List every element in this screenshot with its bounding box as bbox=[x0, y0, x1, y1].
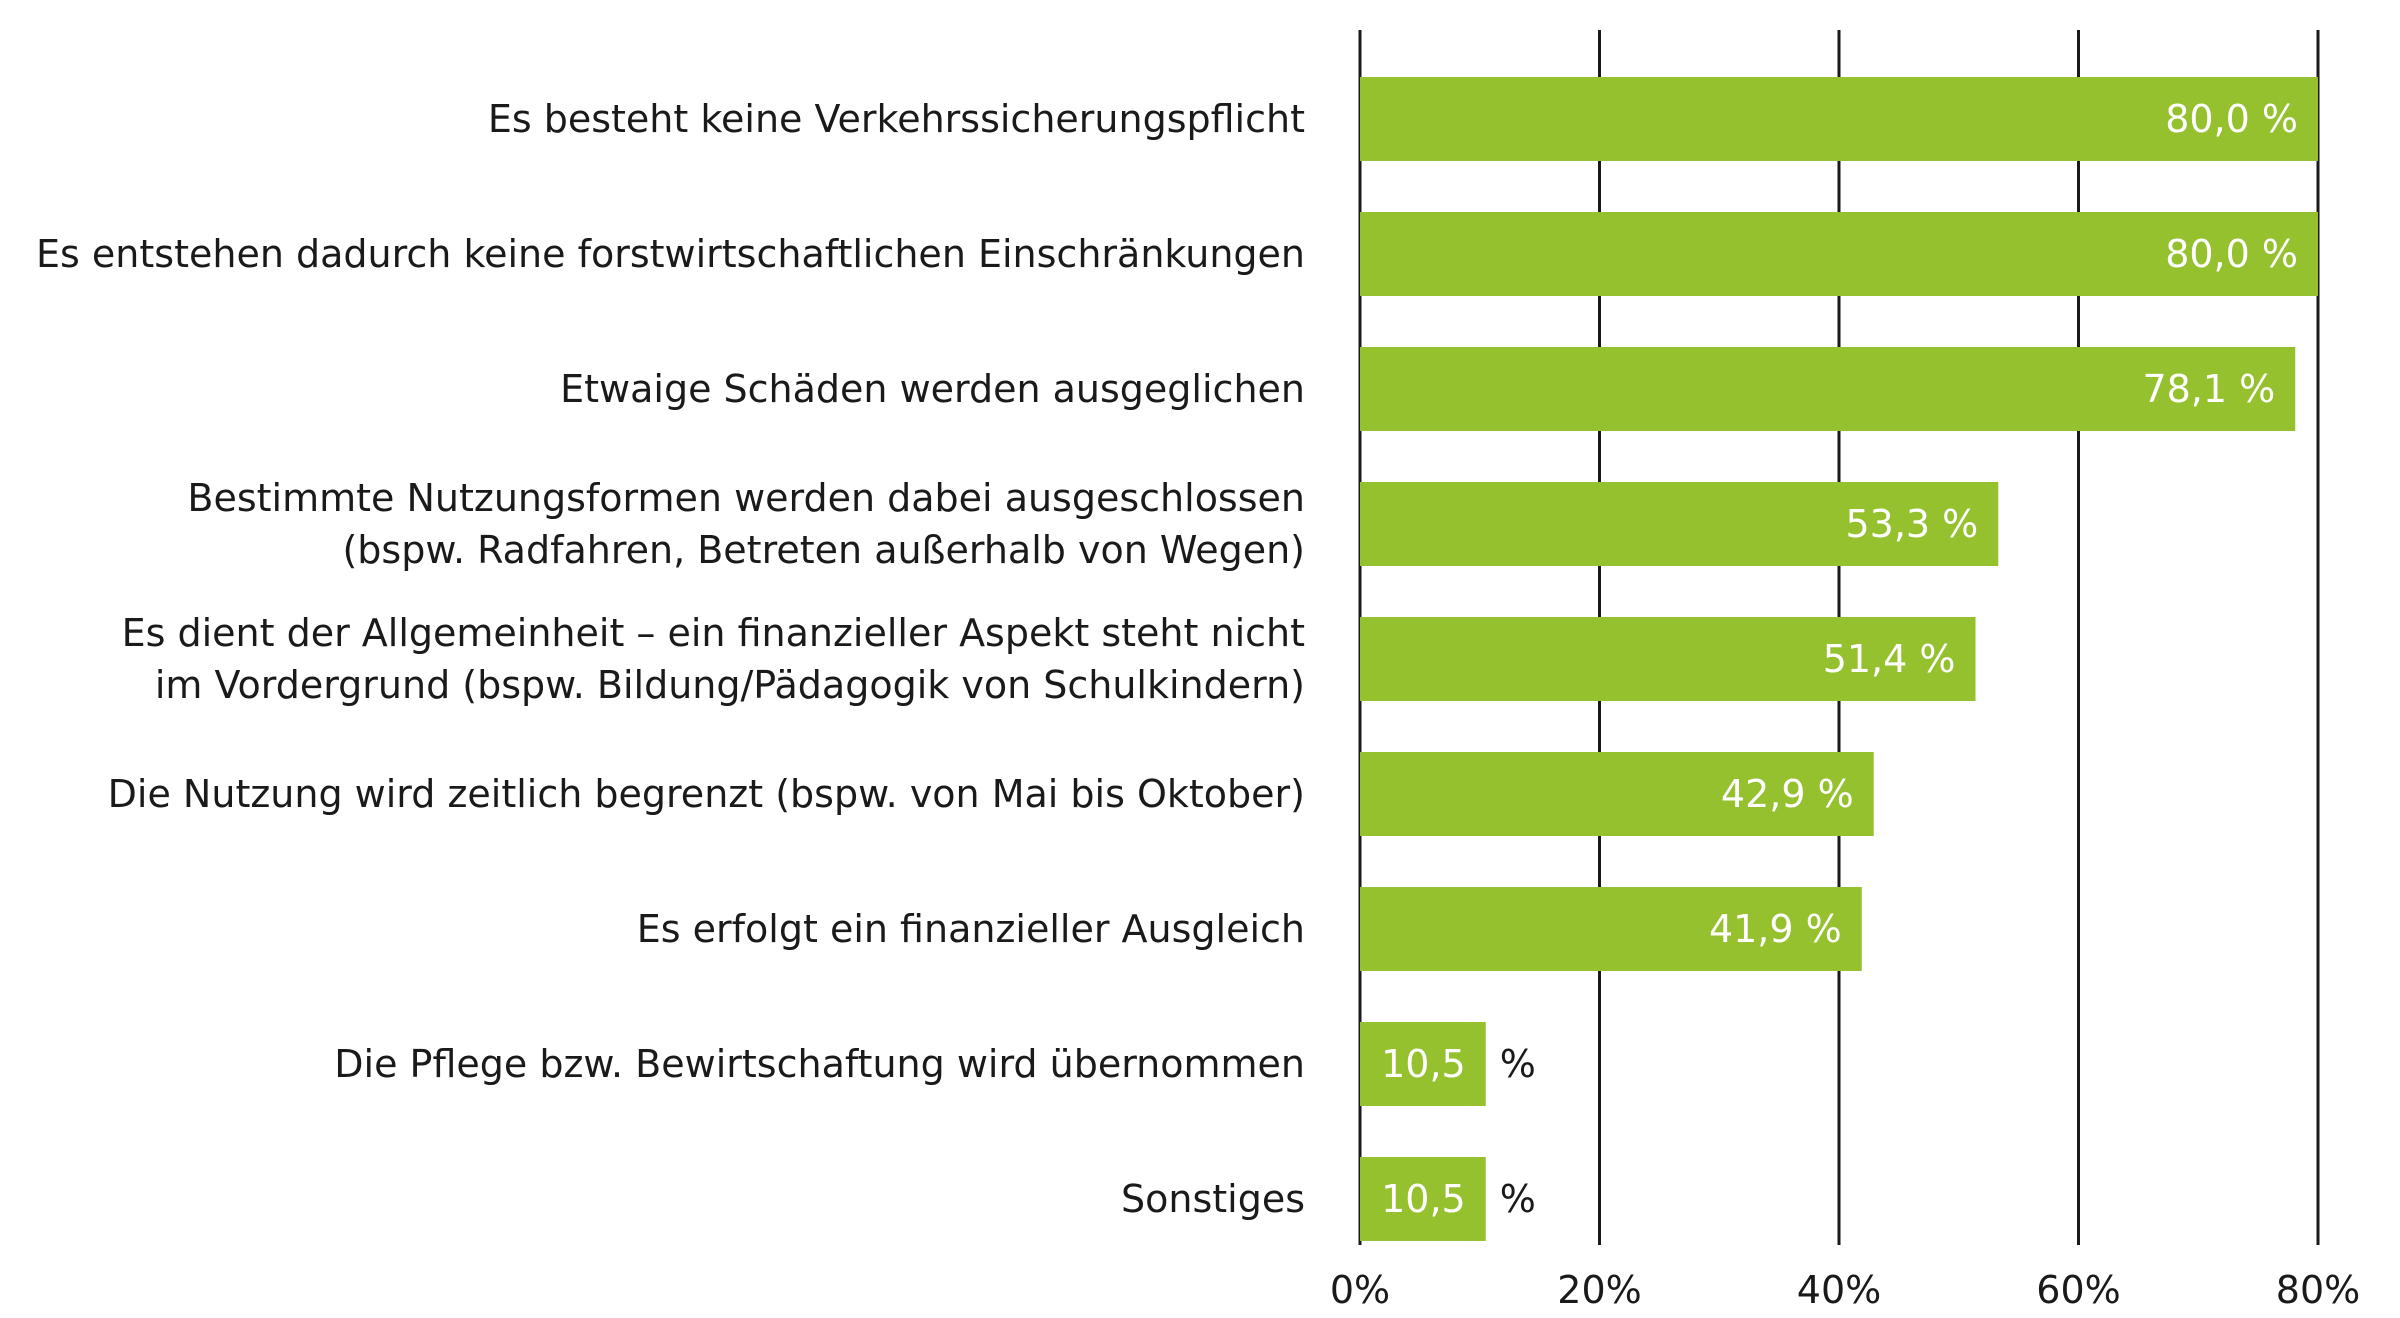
data-label: 80,0 % bbox=[2165, 97, 2298, 141]
bar bbox=[1360, 1157, 1486, 1241]
bar bbox=[1360, 1022, 1486, 1106]
x-tick-label: 40% bbox=[1797, 1268, 1881, 1312]
category-label: Es entstehen dadurch keine forstwirtscha… bbox=[36, 232, 1305, 276]
category-label: Es besteht keine Verkehrssicherungspflic… bbox=[488, 97, 1305, 141]
bar bbox=[1360, 212, 2318, 296]
bars: 80,0 % 80,0 % 78,1 % 53,3 % 51,4 % 42,9 % 41,9… bbox=[1360, 77, 2318, 1241]
category-label: Die Pflege bzw. Bewirtschaftung wird übe… bbox=[334, 1042, 1305, 1086]
x-tick-label: 60% bbox=[2036, 1268, 2120, 1312]
bar bbox=[1360, 617, 1976, 701]
data-label-suffix: % bbox=[1500, 1042, 1536, 1086]
data-label: 51,4 % bbox=[1823, 637, 1956, 681]
data-label: 80,0 % bbox=[2165, 232, 2298, 276]
bar bbox=[1360, 77, 2318, 161]
category-labels: Es besteht keine Verkehrssicherungspflic… bbox=[36, 97, 1305, 1221]
bar bbox=[1360, 347, 2296, 431]
data-label: 41,9 % bbox=[1709, 907, 1842, 951]
category-label: Die Nutzung wird zeitlich begrenzt (bspw… bbox=[108, 772, 1305, 816]
x-tick-label: 0% bbox=[1330, 1268, 1390, 1312]
category-label: Es dient der Allgemeinheit – ein finanzi… bbox=[122, 611, 1305, 707]
data-label: 78,1 % bbox=[2142, 367, 2275, 411]
x-axis-ticks: 0% 20% 40% 60% 80% bbox=[1330, 1268, 2360, 1312]
category-label: Etwaige Schäden werden ausgeglichen bbox=[560, 367, 1305, 411]
bar bbox=[1360, 887, 1862, 971]
data-label: 53,3 % bbox=[1845, 502, 1978, 546]
category-label: Sonstiges bbox=[1121, 1177, 1305, 1221]
data-label: 42,9 % bbox=[1721, 772, 1854, 816]
data-label: 10,5 bbox=[1381, 1042, 1466, 1086]
category-label: Es erfolgt ein finanzieller Ausgleich bbox=[637, 907, 1305, 951]
data-label-suffix: % bbox=[1500, 1177, 1536, 1221]
category-label: Bestimmte Nutzungsformen werden dabei au… bbox=[187, 476, 1305, 572]
x-tick-label: 80% bbox=[2276, 1268, 2360, 1312]
x-tick-label: 20% bbox=[1557, 1268, 1641, 1312]
bar bbox=[1360, 482, 1999, 566]
bar bbox=[1360, 752, 1874, 836]
data-label: 10,5 bbox=[1381, 1177, 1466, 1221]
